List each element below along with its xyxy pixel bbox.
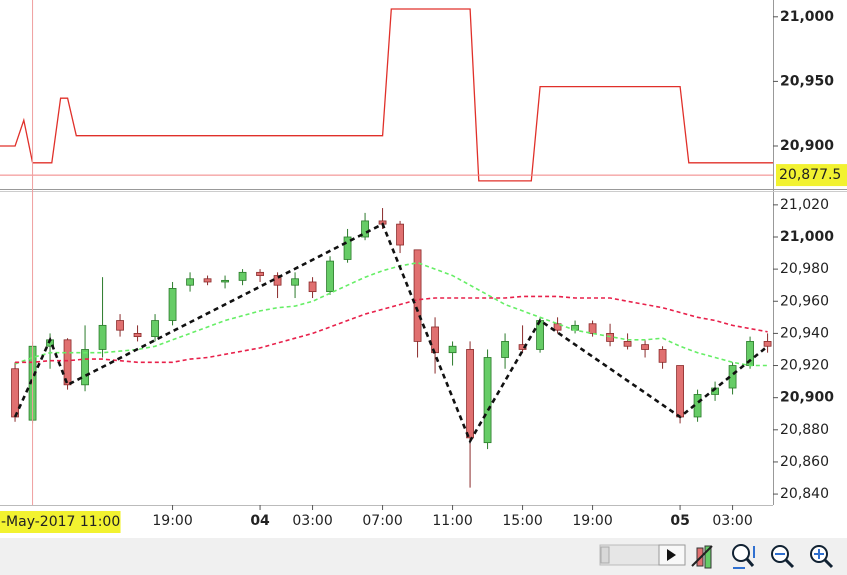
candle-body: [326, 260, 334, 293]
candle-body: [606, 332, 614, 342]
candle-body: [203, 278, 212, 283]
y-tick-label: 20,840: [780, 486, 829, 502]
candle-body: [623, 341, 632, 347]
cursor-label-box: [0, 511, 121, 533]
candle-body: [238, 271, 247, 281]
zoom-fit-button[interactable]: [732, 544, 755, 569]
candle-body: [116, 320, 124, 331]
candle-body: [466, 349, 474, 439]
scroll-thumb[interactable]: [600, 546, 610, 564]
y-tick-label: 20,940: [780, 325, 829, 341]
y-tick-label: 20,860: [780, 454, 829, 470]
candle-body: [221, 279, 229, 283]
x-tick-label: 19:00: [572, 513, 612, 529]
x-tick-label: 04: [250, 513, 270, 529]
candle-body: [308, 281, 317, 293]
x-tick-label: 07:00: [362, 513, 402, 529]
x-tick-label: 03:00: [292, 513, 332, 529]
candle-body: [291, 278, 299, 286]
y-tick-label: 20,960: [780, 293, 829, 309]
candle-body: [186, 278, 194, 286]
candle-body: [553, 323, 562, 331]
toolbar: [0, 538, 847, 575]
y-tick-label: 20,950: [780, 73, 834, 89]
candle-body: [133, 332, 142, 338]
y-tick-label: 20,880: [780, 422, 829, 438]
x-tick-label: 03:00: [712, 513, 752, 529]
y-tick-label: 20,900: [780, 138, 834, 154]
last-value-box: [776, 164, 847, 187]
y-tick-label: 20,900: [780, 390, 834, 406]
candle-body: [501, 341, 509, 358]
y-tick-label: 20,980: [780, 261, 829, 277]
zoom-in-button[interactable]: [810, 545, 834, 569]
candle-body: [413, 249, 422, 342]
x-tick-label: 15:00: [502, 513, 542, 529]
x-tick-label: 11:00: [432, 513, 472, 529]
y-tick-label: 21,000: [780, 9, 834, 25]
candle-body: [658, 349, 667, 363]
candle-body: [151, 320, 159, 338]
zoom-out-button[interactable]: [771, 545, 795, 569]
candle-body: [11, 368, 19, 418]
y-tick-label: 20,920: [780, 358, 829, 374]
y-tick-label: 21,000: [780, 229, 834, 245]
candle-body: [98, 324, 107, 350]
candle-body: [81, 349, 89, 386]
candle-body: [676, 365, 684, 418]
candle-body: [431, 326, 439, 354]
x-tick-label: 05: [670, 513, 689, 529]
candle-body: [641, 344, 649, 350]
y-tick-label: 21,020: [780, 197, 829, 213]
candle-body: [483, 357, 492, 444]
candle-body: [448, 345, 457, 354]
x-tick-label: 19:00: [152, 513, 192, 529]
cursor-label: -May-2017 11:00: [1, 514, 120, 530]
candle-body: [343, 236, 352, 260]
candle-body: [396, 223, 404, 246]
candle-body: [588, 323, 597, 334]
candle-body: [168, 288, 177, 321]
candle-body: [256, 271, 264, 276]
candle-body: [63, 339, 72, 386]
candle-body: [763, 341, 772, 347]
candle-body: [361, 220, 369, 238]
moving-average: [14, 261, 768, 367]
candle-body: [536, 320, 544, 350]
candle-body: [728, 365, 737, 389]
zigzag-line: [13, 222, 769, 445]
last-value-label: 20,877.5: [779, 167, 841, 183]
indicator-button[interactable]: [691, 545, 713, 569]
step-line: [0, 8, 773, 182]
